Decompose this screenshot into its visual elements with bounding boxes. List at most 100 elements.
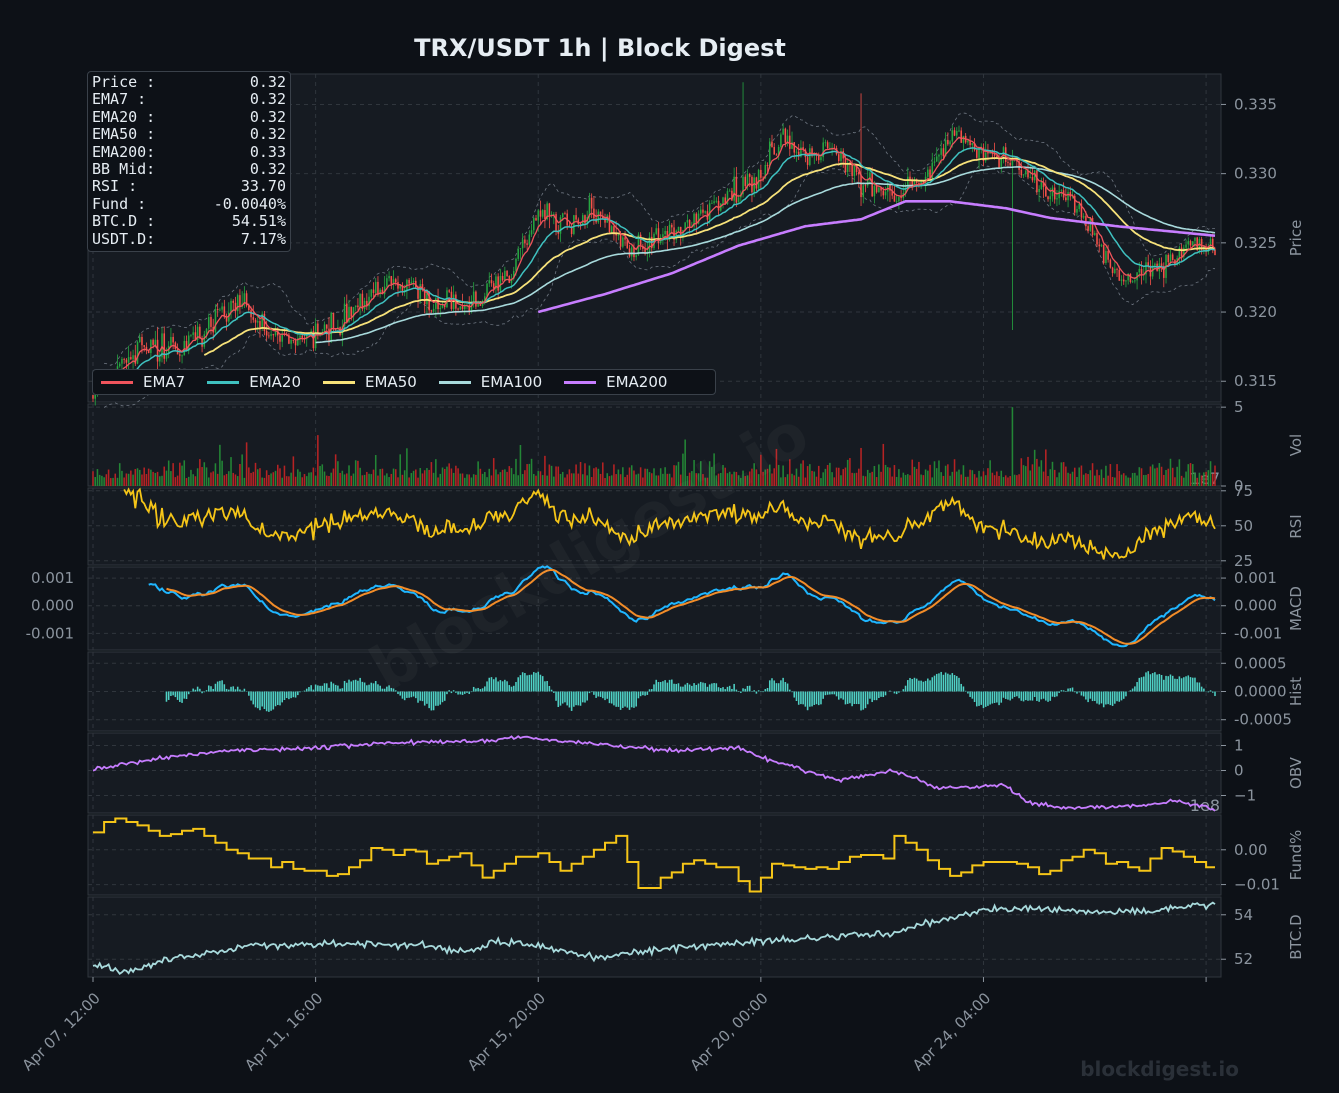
candle-body: [873, 186, 876, 197]
volume-bar: [688, 472, 691, 486]
volume-bar: [886, 467, 889, 486]
candle-body: [354, 305, 357, 308]
volume-bar: [1174, 477, 1176, 486]
histogram-bar: [495, 677, 497, 692]
candle-body: [929, 169, 931, 179]
histogram-bar: [969, 691, 971, 697]
candle-body: [379, 289, 381, 295]
volume-bar: [586, 475, 588, 486]
volume-bar: [346, 473, 348, 486]
volume-bar: [568, 469, 571, 486]
volume-bar: [459, 473, 462, 486]
stat-value: -0.0040%: [213, 194, 286, 213]
histogram-bar: [615, 691, 617, 707]
histogram-bar: [613, 691, 615, 706]
candle-body: [853, 165, 856, 177]
candle-body: [270, 334, 272, 336]
funding-line: [93, 817, 1215, 893]
y-tick-label: 0.001: [1234, 569, 1277, 587]
volume-bar: [103, 477, 105, 486]
histogram-bar: [448, 690, 450, 692]
histogram-bar: [254, 691, 257, 708]
stat-row: Fund : -0.0040%: [92, 194, 286, 213]
volume-bar: [279, 468, 281, 486]
histogram-bar: [599, 691, 602, 697]
volume-bar: [846, 459, 849, 486]
histogram-bar: [216, 681, 219, 692]
candle-body: [1196, 237, 1198, 250]
volume-bar: [546, 475, 548, 486]
candle-body: [435, 297, 437, 309]
candle-body: [374, 281, 377, 293]
volume-bar: [909, 475, 911, 486]
volume-bar: [1156, 467, 1158, 486]
histogram-bar: [1194, 677, 1196, 692]
histogram-bar: [557, 691, 560, 707]
candle-body: [624, 237, 626, 240]
candle-body: [1094, 233, 1096, 235]
y-tick-label: 0.320: [1234, 303, 1277, 321]
candle-body: [281, 333, 284, 342]
histogram-bar: [403, 691, 406, 701]
histogram-bar: [225, 688, 228, 692]
candle-body: [617, 234, 620, 236]
histogram-bar: [1049, 691, 1052, 701]
candle-body: [599, 211, 602, 216]
stat-row: BTC.D : 54.51%: [92, 212, 286, 230]
volume-bar: [1004, 475, 1007, 486]
volume-bar: [809, 464, 811, 486]
candle-body: [715, 200, 718, 202]
candle-body: [786, 135, 789, 143]
volume-bar: [593, 468, 595, 486]
volume-bar: [835, 467, 838, 486]
histogram-bar: [579, 691, 582, 706]
candle-body: [766, 164, 769, 167]
candle-body: [159, 357, 161, 362]
histogram-bar: [626, 691, 629, 708]
candle-body: [858, 172, 860, 175]
volume-bar: [201, 467, 203, 486]
candle-body: [1022, 174, 1025, 176]
y-tick-label: 0: [1234, 477, 1244, 495]
volume-bar: [777, 464, 780, 486]
histogram-bar: [786, 683, 789, 692]
histogram-bar: [1076, 691, 1078, 694]
candle-body: [1049, 196, 1052, 200]
candle-body: [1180, 247, 1183, 257]
volume-bar: [397, 477, 399, 486]
candle-body: [1134, 280, 1136, 282]
volume-bar: [664, 467, 666, 486]
candle-body: [797, 151, 800, 157]
volume-bar: [1178, 459, 1181, 486]
histogram-bar: [791, 691, 793, 693]
candle-body: [230, 300, 232, 313]
candle-body: [991, 152, 994, 155]
volume-bar: [708, 461, 711, 486]
volume-bar: [878, 464, 880, 486]
volume-bar: [884, 464, 887, 486]
histogram-bar: [702, 682, 704, 692]
y-tick-label: 1: [1234, 737, 1244, 755]
histogram-bar: [328, 687, 330, 692]
histogram-bar: [539, 674, 542, 692]
candle-body: [548, 203, 551, 216]
volume-bar: [181, 465, 183, 486]
volume-bar: [114, 473, 117, 486]
candle-body: [377, 281, 379, 295]
stat-row: BB Mid: 0.32: [92, 160, 286, 178]
candle-body: [346, 303, 348, 323]
histogram-bar: [466, 691, 468, 693]
histogram-bar: [374, 681, 377, 692]
candle-body: [430, 310, 433, 312]
volume-bar: [125, 473, 128, 486]
volume-bar: [653, 468, 655, 486]
candle-body: [713, 201, 715, 203]
stat-label: RSI :: [92, 177, 138, 196]
volume-bar: [648, 472, 651, 486]
candle-body: [130, 357, 132, 360]
histogram-bar: [170, 691, 172, 696]
volume-bar: [374, 455, 377, 486]
volume-bar: [170, 471, 172, 486]
volume-bar: [933, 461, 936, 486]
candle-body: [245, 293, 248, 306]
